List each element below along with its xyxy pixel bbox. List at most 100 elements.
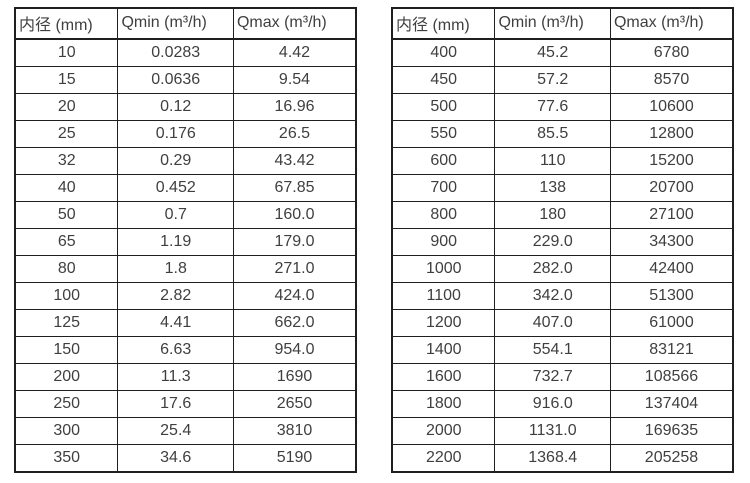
cell: 27100 [609, 201, 734, 229]
cell: 137404 [609, 390, 734, 418]
flow-range-tables-page: 内径 (mm) Qmin (m³/h) Qmax (m³/h) 10 0.0283 4.… [14, 7, 734, 473]
cell: 2200 [391, 444, 496, 473]
cell: 450 [391, 66, 496, 94]
cell: 110 [494, 147, 611, 175]
table-row: 200 11.3 1690 [14, 363, 357, 391]
table-row: 2200 1368.4 205258 [391, 444, 734, 473]
table-row: 550 85.5 12800 [391, 120, 734, 148]
cell: 2650 [232, 390, 357, 418]
table-row: 50 0.7 160.0 [14, 201, 357, 229]
table-row: 300 25.4 3810 [14, 417, 357, 445]
flow-range-table-dn10-350: 内径 (mm) Qmin (m³/h) Qmax (m³/h) 10 0.0283 4.… [14, 7, 357, 473]
table-header: 内径 (mm) Qmin (m³/h) Qmax (m³/h) [14, 7, 357, 40]
cell: 5190 [232, 444, 357, 473]
cell: 800 [391, 201, 496, 229]
cell: 169635 [609, 417, 734, 445]
cell: 1800 [391, 390, 496, 418]
cell: 600 [391, 147, 496, 175]
cell: 125 [14, 309, 119, 337]
table-row: 1200 407.0 61000 [391, 309, 734, 337]
cell: 100 [14, 282, 119, 310]
cell: 12800 [609, 120, 734, 148]
cell: 15 [14, 66, 119, 94]
cell: 6.63 [117, 336, 234, 364]
cell: 0.176 [117, 120, 234, 148]
cell: 45.2 [494, 38, 611, 67]
cell: 700 [391, 174, 496, 202]
cell: 10600 [609, 93, 734, 121]
cell: 271.0 [232, 255, 357, 283]
cell: 108566 [609, 363, 734, 391]
cell: 350 [14, 444, 119, 473]
cell: 954.0 [232, 336, 357, 364]
cell: 2.82 [117, 282, 234, 310]
cell: 4.42 [232, 38, 357, 67]
cell: 1000 [391, 255, 496, 283]
cell: 11.3 [117, 363, 234, 391]
table-row: 65 1.19 179.0 [14, 228, 357, 256]
cell: 1131.0 [494, 417, 611, 445]
cell: 42400 [609, 255, 734, 283]
cell: 51300 [609, 282, 734, 310]
cell: 229.0 [494, 228, 611, 256]
cell: 180 [494, 201, 611, 229]
table-row: 100 2.82 424.0 [14, 282, 357, 310]
cell: 25.4 [117, 417, 234, 445]
cell: 554.1 [494, 336, 611, 364]
cell: 424.0 [232, 282, 357, 310]
cell: 16.96 [232, 93, 357, 121]
cell: 61000 [609, 309, 734, 337]
cell: 1600 [391, 363, 496, 391]
cell: 1.19 [117, 228, 234, 256]
table-row: 400 45.2 6780 [391, 38, 734, 67]
cell: 9.54 [232, 66, 357, 94]
table-row: 80 1.8 271.0 [14, 255, 357, 283]
cell: 80 [14, 255, 119, 283]
cell: 85.5 [494, 120, 611, 148]
cell: 342.0 [494, 282, 611, 310]
cell: 1400 [391, 336, 496, 364]
table-row: 1600 732.7 108566 [391, 363, 734, 391]
cell: 2000 [391, 417, 496, 445]
cell: 83121 [609, 336, 734, 364]
header-row: 内径 (mm) Qmin (m³/h) Qmax (m³/h) [391, 7, 734, 40]
cell: 40 [14, 174, 119, 202]
cell: 77.6 [494, 93, 611, 121]
flow-range-table-dn400-2200: 内径 (mm) Qmin (m³/h) Qmax (m³/h) 400 45.2 678… [391, 7, 734, 473]
cell: 250 [14, 390, 119, 418]
table-body: 400 45.2 6780 450 57.2 8570 500 77.6 10600 550 85.… [391, 38, 734, 473]
table-row: 40 0.452 67.85 [14, 174, 357, 202]
cell: 65 [14, 228, 119, 256]
cell: 407.0 [494, 309, 611, 337]
cell: 500 [391, 93, 496, 121]
cell: 200 [14, 363, 119, 391]
table-row: 25 0.176 26.5 [14, 120, 357, 148]
column-header: 内径 (mm) [391, 7, 496, 40]
cell: 67.85 [232, 174, 357, 202]
cell: 282.0 [494, 255, 611, 283]
table-row: 2000 1131.0 169635 [391, 417, 734, 445]
cell: 3810 [232, 417, 357, 445]
cell: 138 [494, 174, 611, 202]
cell: 916.0 [494, 390, 611, 418]
table-row: 1400 554.1 83121 [391, 336, 734, 364]
cell: 1690 [232, 363, 357, 391]
column-header: Qmax (m³/h) [609, 7, 734, 40]
cell: 550 [391, 120, 496, 148]
cell: 0.7 [117, 201, 234, 229]
table-row: 125 4.41 662.0 [14, 309, 357, 337]
table-row: 450 57.2 8570 [391, 66, 734, 94]
cell: 900 [391, 228, 496, 256]
cell: 17.6 [117, 390, 234, 418]
cell: 57.2 [494, 66, 611, 94]
cell: 20 [14, 93, 119, 121]
cell: 400 [391, 38, 496, 67]
cell: 179.0 [232, 228, 357, 256]
cell: 1200 [391, 309, 496, 337]
cell: 34.6 [117, 444, 234, 473]
table-row: 900 229.0 34300 [391, 228, 734, 256]
cell: 0.0636 [117, 66, 234, 94]
cell: 4.41 [117, 309, 234, 337]
cell: 205258 [609, 444, 734, 473]
cell: 20700 [609, 174, 734, 202]
